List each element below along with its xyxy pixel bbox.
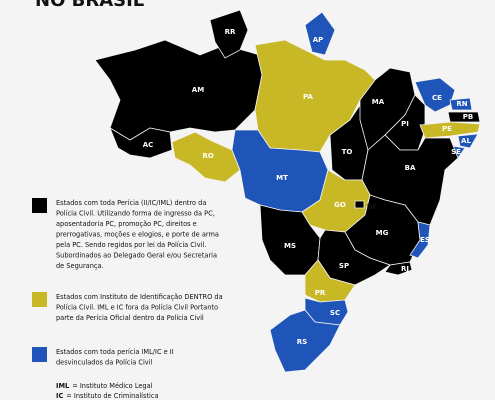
legend-text: aposentadoria PC, promoção PC, direitos … [56, 220, 197, 228]
state-label: AL [461, 137, 471, 145]
footnote-text: = Instituto Médico Legal [72, 382, 152, 390]
footnote: IC = Instituto de Criminalística [56, 392, 159, 400]
legend-text: desvinculados da Polícia Civil [56, 359, 153, 367]
state-label: SC [330, 309, 340, 317]
state-label: RO [202, 152, 213, 160]
state [109, 127, 173, 159]
state-label: AC [143, 141, 154, 149]
legend-text: Estados com toda perícia IML/IC e II [56, 348, 174, 356]
state [171, 131, 241, 183]
legend-text: Estados com toda Perícia (II/IC/IML) den… [56, 199, 206, 207]
state-label: RS [297, 338, 307, 346]
state [447, 111, 481, 123]
state [409, 221, 431, 259]
state [384, 261, 413, 276]
state [457, 133, 479, 149]
footnote: IML = Instituto Médico Legal [56, 382, 153, 390]
state-label: TO [342, 148, 353, 156]
legend-text: parte da Perícia Oficial dentro da Políc… [56, 314, 204, 322]
state-label: MA [372, 98, 385, 106]
state-label: ES [420, 236, 430, 244]
state [304, 11, 336, 56]
state-label: MS [284, 242, 296, 250]
state-label: SP [339, 262, 349, 270]
legend-swatch [32, 292, 47, 307]
footnote-text: = Instituto de Criminalística [66, 392, 158, 400]
state-label: DF [367, 203, 378, 211]
state-label: BA [405, 164, 416, 172]
legend-text: Polícia Civil. IML e IC fora da Polícia … [56, 304, 218, 312]
state-label: CE [432, 94, 442, 102]
legend-text: Polícia Civil. Utilizando forma de ingre… [56, 210, 215, 218]
state-label: PA [303, 93, 313, 101]
state [304, 259, 356, 303]
legend-text: Subordinados ao Delegado Geral e/ou Secr… [56, 252, 217, 260]
footnote-abbr: IC [56, 392, 63, 400]
state-label: PI [401, 120, 409, 128]
legend-text: Estados com Instituto de Identificação D… [56, 293, 223, 301]
state-label: AP [313, 36, 324, 44]
title: NO BRASIL [35, 0, 144, 11]
state [209, 9, 249, 59]
state [449, 97, 473, 111]
state [269, 309, 341, 373]
state-label: SE [451, 148, 461, 156]
state-label: PR [315, 289, 326, 297]
state-label: PB [463, 113, 473, 121]
state-label: MG [376, 229, 389, 237]
state [414, 77, 456, 113]
legend-text: prerrogativas, moções e elogios, e porte… [56, 231, 219, 239]
state-label: RN [456, 100, 467, 108]
footnote-abbr: IML [56, 382, 70, 390]
legend-swatch [32, 347, 47, 362]
state-label: MT [276, 174, 288, 182]
state-label: PE [442, 125, 452, 133]
state [94, 39, 263, 141]
state [354, 200, 365, 209]
legend-swatch [32, 198, 47, 213]
state-label: RR [225, 28, 236, 36]
legend-text: pela PC. Sendo regidos por lei da Políci… [56, 241, 206, 249]
state-label: RJ [401, 265, 409, 273]
state-label: AM [192, 86, 204, 94]
state-label: GO [334, 201, 346, 209]
legend-text: de Segurança. [56, 262, 104, 270]
